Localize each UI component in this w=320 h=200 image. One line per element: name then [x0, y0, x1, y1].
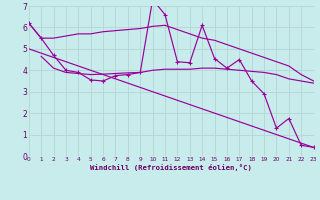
X-axis label: Windchill (Refroidissement éolien,°C): Windchill (Refroidissement éolien,°C): [90, 164, 252, 171]
